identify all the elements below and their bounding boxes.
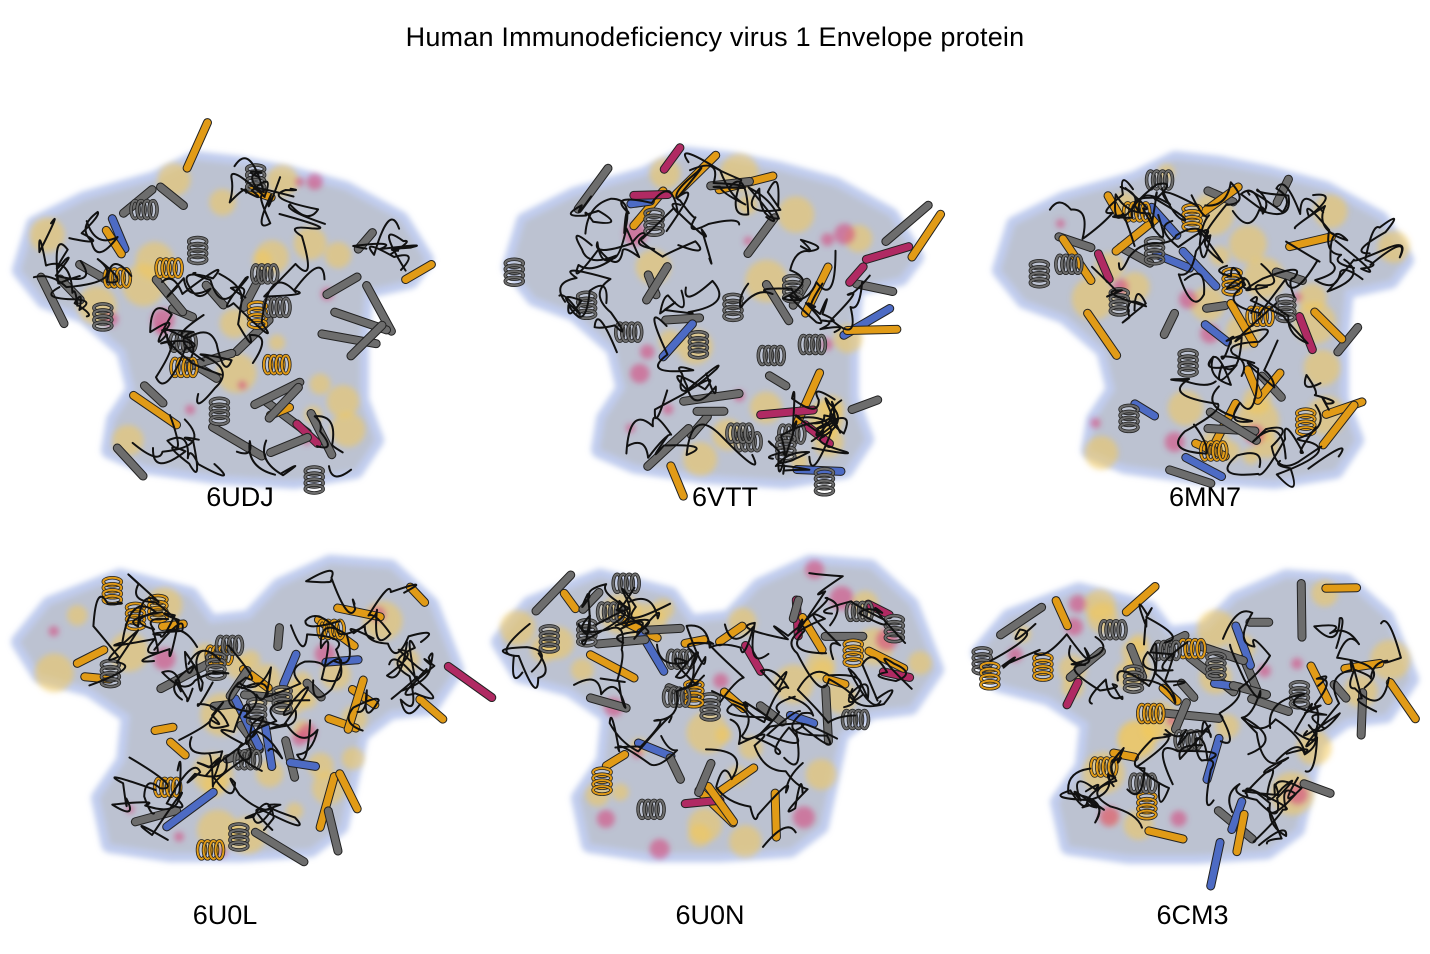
structure-panel-6mn7: 6MN7 <box>995 120 1415 490</box>
structure-panel-6udj: 6UDJ <box>15 120 435 490</box>
structure-panel-6cm3: 6CM3 <box>970 565 1415 890</box>
protein-structure-render <box>995 120 1415 490</box>
structure-label: 6U0L <box>10 900 440 931</box>
protein-structure-render <box>505 115 925 490</box>
protein-structure-render <box>15 120 435 490</box>
structure-panel-6u0n: 6U0N <box>490 550 940 890</box>
structure-label: 6MN7 <box>995 482 1415 513</box>
structure-label: 6U0N <box>490 900 930 931</box>
protein-structure-render <box>490 550 940 890</box>
structure-label: 6VTT <box>505 482 945 513</box>
structure-panel-6vtt: 6VTT <box>505 115 925 490</box>
figure-title: Human Immunodeficiency virus 1 Envelope … <box>0 22 1430 53</box>
structure-label: 6CM3 <box>970 900 1415 931</box>
structure-label: 6UDJ <box>15 482 465 513</box>
structure-panel-6u0l: 6U0L <box>10 550 460 890</box>
protein-structure-render <box>970 565 1415 890</box>
protein-structure-render <box>10 550 460 890</box>
